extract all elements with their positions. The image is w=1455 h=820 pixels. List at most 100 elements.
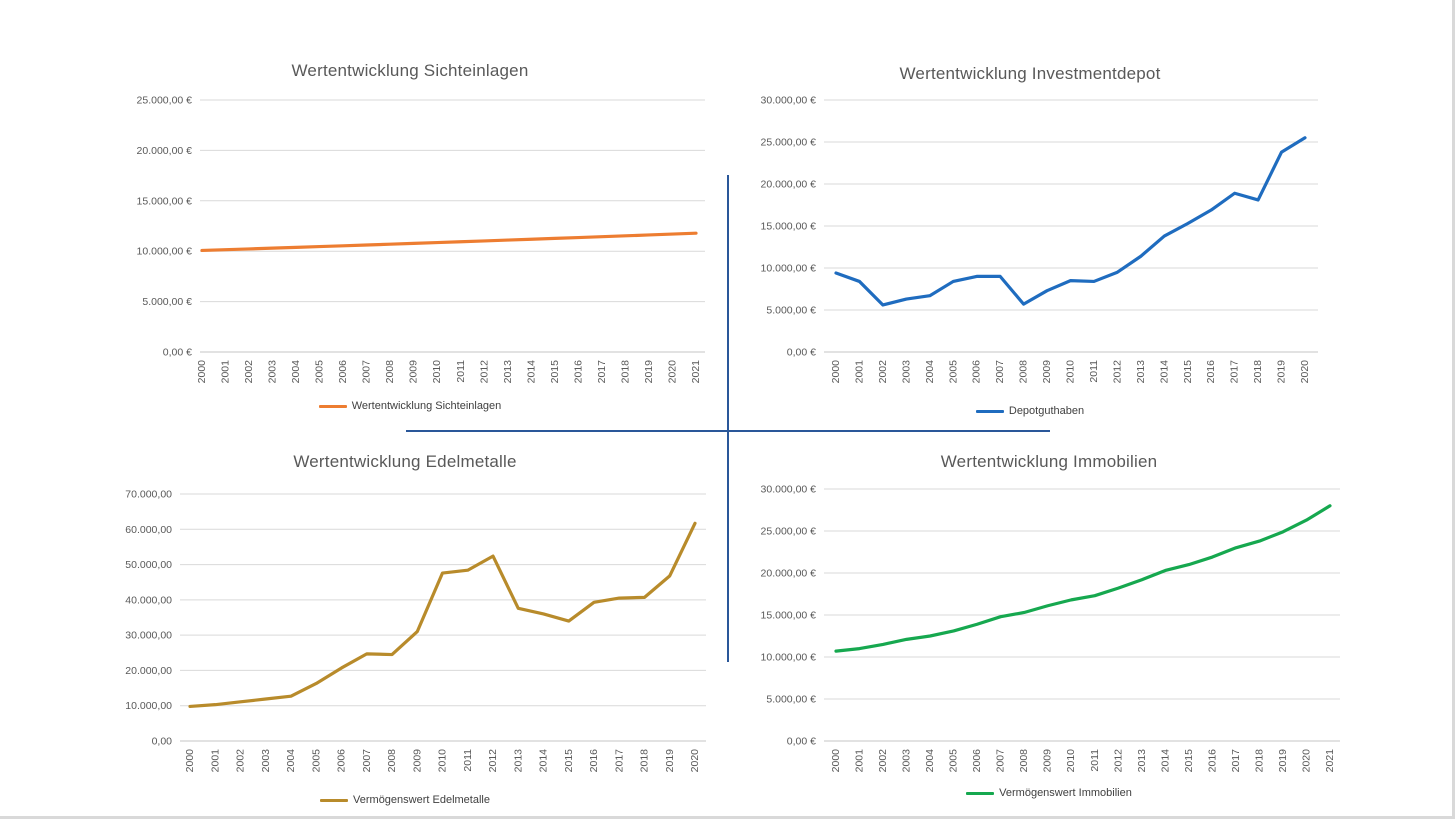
x-tick-label: 2015 [549, 360, 561, 384]
divider-horizontal-line [406, 430, 1050, 432]
y-tick-label: 50.000,00 [125, 559, 172, 571]
x-tick-label: 2015 [563, 749, 575, 773]
x-tick-label: 2010 [431, 360, 443, 384]
x-tick-label: 2002 [877, 360, 889, 384]
y-tick-label: 10.000,00 € [761, 263, 817, 275]
y-tick-label: 70.000,00 [125, 489, 172, 501]
x-tick-label: 2012 [478, 360, 490, 384]
chart-plot-area: 0,00 € 5.000,00 € 10.000,00 € 15.000,00 € 20… [761, 484, 1340, 773]
y-tick-label: 15.000,00 € [761, 610, 817, 622]
x-tick-label: 2016 [1206, 749, 1218, 773]
x-tick-label: 2006 [971, 749, 983, 773]
x-tick-label: 2000 [830, 360, 842, 384]
x-tick-label: 2019 [643, 360, 655, 384]
x-tick-label: 2006 [337, 360, 349, 384]
series-line [188, 521, 697, 709]
x-tick-label: 2000 [184, 749, 196, 773]
y-tick-label: 20.000,00 € [761, 568, 817, 580]
y-tick-label: 20.000,00 € [761, 179, 817, 191]
x-tick-label: 2003 [901, 749, 913, 773]
y-tick-label: 0,00 € [787, 347, 816, 359]
y-tick-label: 5.000,00 € [766, 694, 816, 706]
x-tick-label: 2010 [1065, 360, 1077, 384]
chart-legend: Vermögenswert Immobilien [748, 787, 1350, 799]
x-tick-label: 2007 [995, 749, 1007, 773]
x-tick-label: 2000 [196, 360, 208, 384]
y-tick-label: 5.000,00 € [766, 305, 816, 317]
x-tick-label: 2019 [664, 749, 676, 773]
x-tick-label: 2002 [243, 360, 255, 384]
y-tick-label: 25.000,00 € [137, 95, 193, 107]
y-tick-label: 60.000,00 [125, 524, 172, 536]
x-tick-label: 2007 [361, 749, 373, 773]
x-tick-label: 2011 [1089, 749, 1101, 772]
x-tick-label: 2016 [572, 360, 584, 384]
x-tick-label: 2006 [336, 749, 348, 773]
x-tick-label: 2007 [994, 360, 1006, 384]
x-tick-label: 2016 [588, 749, 600, 773]
x-tick-label: 2015 [1183, 749, 1195, 773]
x-tick-label: 2005 [948, 749, 960, 773]
legend-line-marker [975, 409, 1004, 413]
legend-label: Vermögenswert Edelmetalle [353, 794, 490, 806]
x-tick-label: 2012 [1112, 749, 1124, 773]
y-tick-label: 20.000,00 [125, 665, 172, 677]
legend-line-marker [320, 798, 349, 802]
x-tick-label: 2013 [1135, 360, 1147, 384]
y-tick-label: 0,00 € [787, 736, 816, 748]
x-tick-label: 2014 [1158, 360, 1170, 384]
y-tick-label: 20.000,00 € [137, 145, 193, 157]
divider-vertical-line [727, 175, 729, 662]
x-tick-label: 2020 [689, 749, 701, 773]
legend-label: Wertentwicklung Sichteinlagen [351, 400, 502, 412]
x-tick-label: 2013 [502, 360, 514, 384]
x-tick-label: 2001 [209, 749, 221, 773]
x-tick-label: 2011 [1088, 360, 1100, 383]
chart-immobilien: Wertentwicklung Immobilien 0,00 € 5.000,0… [748, 445, 1350, 810]
x-tick-label: 2012 [487, 749, 499, 773]
y-tick-label: 30.000,00 € [761, 484, 817, 496]
x-tick-label: 2004 [924, 749, 936, 773]
chart-plot-area: 0,00 € 5.000,00 € 10.000,00 € 15.000,00 € 20… [761, 95, 1318, 384]
y-tick-label: 10.000,00 [125, 700, 172, 712]
x-tick-label: 2009 [411, 749, 423, 773]
chart-title: Wertentwicklung Investmentdepot [899, 64, 1161, 83]
series-line [834, 136, 1307, 307]
legend-line-marker [318, 404, 347, 408]
x-tick-label: 2009 [408, 360, 420, 384]
x-tick-label: 2012 [1111, 360, 1123, 384]
x-tick-label: 2005 [314, 360, 326, 384]
chart-legend: Vermögenswert Edelmetalle [100, 794, 710, 806]
x-tick-label: 2004 [924, 360, 936, 384]
x-tick-label: 2020 [1300, 749, 1312, 773]
x-tick-label: 2013 [1136, 749, 1148, 773]
chart-legend: Depotguthaben [748, 405, 1312, 417]
x-tick-label: 2008 [1018, 360, 1030, 384]
x-tick-label: 2014 [538, 749, 550, 773]
chart-sichteinlagen: Wertentwicklung Sichteinlagen 0,00 € 5.00… [110, 55, 710, 420]
x-tick-label: 2017 [1229, 360, 1241, 384]
y-tick-label: 40.000,00 [125, 594, 172, 606]
x-tick-label: 2002 [235, 749, 247, 773]
y-tick-label: 15.000,00 € [761, 221, 817, 233]
legend-label: Depotguthaben [1008, 405, 1085, 417]
x-tick-label: 2017 [613, 749, 625, 773]
x-tick-label: 2005 [947, 360, 959, 384]
x-tick-label: 2001 [220, 360, 232, 384]
x-tick-label: 2019 [1277, 749, 1289, 773]
chart-plot-area: 0,00 € 5.000,00 € 10.000,00 € 15.000,00 € 20… [137, 95, 705, 384]
y-tick-label: 25.000,00 € [761, 137, 817, 149]
x-tick-label: 2008 [384, 360, 396, 384]
x-tick-label: 2003 [260, 749, 272, 773]
y-tick-label: 25.000,00 € [761, 526, 817, 538]
y-tick-label: 10.000,00 € [137, 246, 193, 258]
x-tick-label: 2010 [1065, 749, 1077, 773]
x-tick-label: 2010 [437, 749, 449, 773]
x-tick-label: 2018 [639, 749, 651, 773]
x-tick-label: 2020 [1299, 360, 1311, 384]
x-tick-label: 2004 [285, 749, 297, 773]
x-tick-label: 2009 [1041, 360, 1053, 384]
x-tick-label: 2015 [1182, 360, 1194, 384]
series-line [834, 504, 1332, 653]
